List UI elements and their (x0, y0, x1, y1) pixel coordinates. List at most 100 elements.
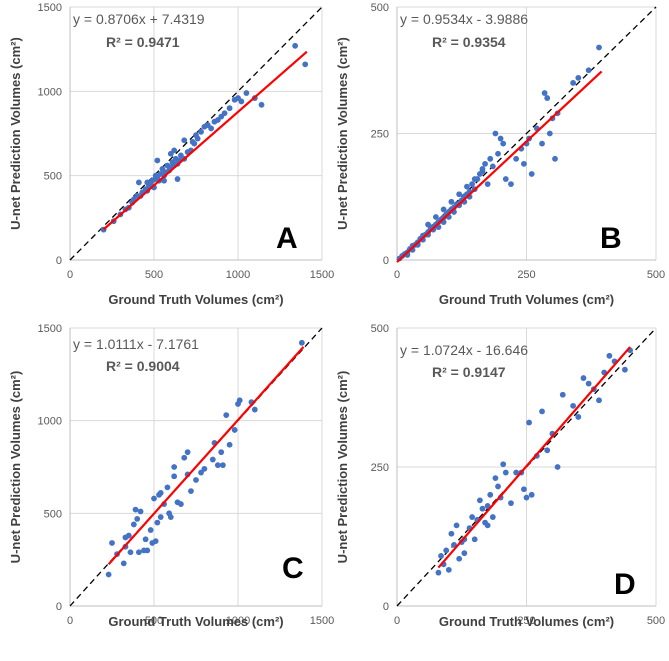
data-point (539, 408, 545, 415)
data-point (622, 366, 628, 373)
data-point (226, 105, 233, 112)
identity-line (396, 327, 657, 607)
data-point (154, 157, 161, 164)
data-point (456, 191, 463, 198)
data-point (469, 514, 476, 520)
data-point (585, 67, 592, 74)
data-point (489, 163, 496, 170)
data-point (174, 176, 181, 182)
x-tick-label: 500 (647, 615, 665, 627)
data-point (443, 547, 450, 554)
data-point (231, 427, 238, 433)
data-point (214, 462, 221, 469)
trendline (437, 346, 631, 569)
y-tick-label: 0 (383, 601, 389, 613)
panel-B: 0 250 500 0 250 500 y = 0.9534x - 3.9886 R² = 0… (335, 2, 665, 307)
data-point (135, 549, 142, 556)
data-point (495, 150, 501, 157)
data-point (137, 508, 144, 515)
data-point (502, 176, 509, 182)
data-point (238, 98, 245, 105)
y-tick-label: 500 (371, 2, 389, 14)
data-point (484, 503, 491, 509)
y-axis-title: U-net Prediction Volumes (cm²) (335, 371, 350, 564)
y-tick-label: 0 (56, 255, 62, 267)
data-point (497, 135, 504, 142)
data-point (226, 441, 233, 448)
panel-letter: D (614, 568, 636, 601)
y-tick-label: 500 (371, 323, 389, 335)
data-point (171, 464, 178, 470)
y-tick-label: 250 (371, 129, 389, 141)
x-tick-label: 250 (517, 615, 535, 627)
data-point (559, 391, 566, 398)
data-point (171, 473, 178, 480)
data-point (298, 339, 305, 346)
panel-D: 0 250 500 0 250 500 y = 1.0724x - 16.646 R² = 0… (335, 323, 665, 629)
data-point (432, 214, 439, 220)
data-point (541, 90, 548, 96)
regression-equation: y = 1.0111x - 7.1761 (73, 336, 199, 352)
data-point (508, 500, 514, 507)
data-point (191, 140, 198, 147)
data-point (544, 95, 551, 101)
x-tick-label: 1000 (226, 615, 250, 627)
data-point (154, 519, 161, 526)
data-point (127, 549, 134, 556)
data-point (105, 571, 112, 578)
data-point (236, 397, 243, 404)
data-point (218, 449, 225, 456)
data-point (492, 130, 499, 137)
data-point (453, 522, 460, 529)
data-point (521, 160, 527, 167)
data-point (184, 449, 191, 456)
data-point (109, 540, 115, 546)
y-tick-label: 1500 (38, 323, 62, 335)
data-point (523, 494, 530, 501)
data-point (544, 447, 551, 454)
data-point (161, 177, 167, 184)
panel-C: 0 500 1000 1500 0 500 1000 1500 y = 1.0111x - 7.… (8, 323, 334, 629)
data-point (500, 461, 507, 468)
x-axis-title: Ground Truth Volumes (cm²) (108, 614, 283, 629)
trendline (396, 70, 603, 263)
data-point (487, 491, 494, 498)
data-point (570, 402, 577, 409)
data-point (292, 42, 299, 49)
data-point (171, 147, 178, 154)
y-tick-label: 1000 (38, 86, 62, 98)
data-point (221, 110, 228, 117)
data-point (188, 488, 194, 494)
data-point (502, 469, 509, 476)
panel-A: 0 500 1000 1500 0 500 1000 1500 y = 0.8706x + 7.… (8, 2, 334, 307)
regression-equation: y = 0.9534x - 3.9886 (400, 11, 528, 27)
data-point (132, 506, 139, 513)
y-tick-label: 500 (44, 171, 62, 183)
data-point (495, 483, 501, 490)
data-point (554, 464, 561, 470)
data-point (492, 475, 499, 482)
y-tick-label: 0 (383, 255, 389, 267)
data-point (508, 181, 514, 188)
data-point (167, 514, 174, 520)
data-point (585, 380, 592, 387)
data-point (513, 469, 520, 476)
data-point (500, 140, 507, 147)
x-axis-title: Ground Truth Volumes (cm²) (108, 292, 283, 307)
x-tick-label: 0 (394, 615, 400, 627)
data-point (223, 412, 230, 419)
y-axis-title: U-net Prediction Volumes (cm²) (8, 371, 23, 564)
data-point (596, 44, 602, 51)
panel-letter: B (600, 222, 622, 255)
x-tick-label: 500 (647, 269, 665, 281)
data-point (177, 501, 184, 507)
data-point (147, 527, 154, 533)
data-point (144, 547, 151, 554)
data-point (606, 352, 613, 359)
data-point (425, 221, 431, 228)
regression-equation: y = 1.0724x - 16.646 (400, 342, 528, 358)
x-axis-title: Ground Truth Volumes (cm²) (439, 614, 614, 629)
data-point (456, 555, 463, 562)
data-point (152, 538, 159, 545)
data-point (134, 515, 141, 522)
